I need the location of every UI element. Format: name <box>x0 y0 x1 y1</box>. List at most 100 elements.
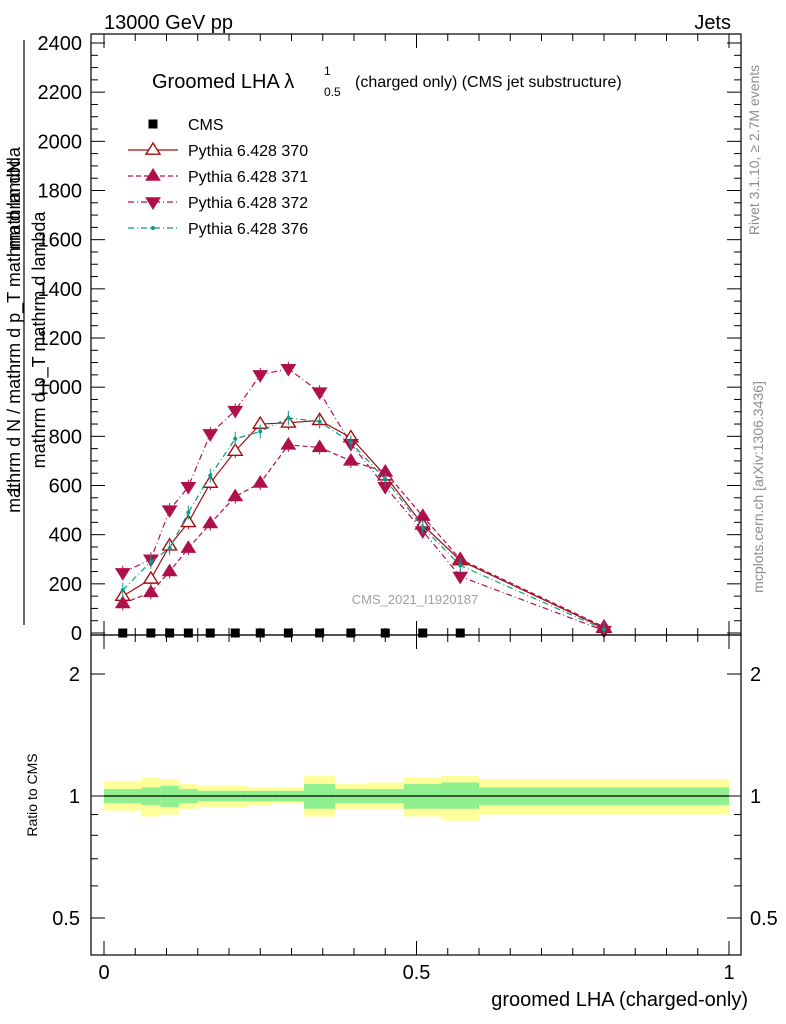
data-point <box>114 568 131 581</box>
data-point <box>280 364 297 377</box>
legend: CMS Pythia 6.428 370 Pythia 6.428 371 Pythi… <box>128 117 308 238</box>
data-point <box>120 587 125 592</box>
mcplots-label: mcplots.cern.ch [arXiv:1306.3436] <box>750 381 766 593</box>
y-label-denominator: mathrm d N / mathrm d p_T mathrm d lambd… <box>4 146 25 513</box>
ratio-y-label: Ratio to CMS <box>24 753 40 836</box>
data-point <box>458 563 463 568</box>
main-y-axis-label: mathrm d N / mathrm d p_T mathrm d lambd… <box>4 40 50 625</box>
data-point <box>280 436 297 450</box>
data-point <box>208 473 213 478</box>
legend-label: CMS <box>188 117 224 134</box>
ratio-uncertainty-bands <box>104 776 729 821</box>
legend-item: Pythia 6.428 376 <box>128 221 308 238</box>
data-point <box>255 628 265 638</box>
main-axis-ticks <box>91 34 741 635</box>
data-point <box>311 439 328 453</box>
series-cms <box>118 628 465 638</box>
data-point <box>252 370 269 383</box>
data-point <box>142 570 160 584</box>
ratio-axis-ticks <box>91 635 741 955</box>
data-point <box>165 628 175 638</box>
legend-marker <box>151 226 155 230</box>
y-tick-label: 1800 <box>38 181 83 203</box>
series-pythia-6-428-372 <box>114 361 612 639</box>
plot-title: Groomed LHA λ 1 0.5 (charged only) (CMS … <box>152 64 622 99</box>
series-line <box>122 417 605 630</box>
data-point <box>167 546 172 551</box>
data-point <box>161 563 178 577</box>
data-point <box>161 505 178 519</box>
y-tick-label: 400 <box>49 525 82 547</box>
y-tick-label: 2400 <box>38 33 83 55</box>
data-point <box>315 628 325 638</box>
y-tick-label: 800 <box>49 426 82 448</box>
x-axis-label: groomed LHA (charged-only) <box>491 989 748 1011</box>
data-point <box>311 387 328 401</box>
data-point <box>230 628 240 638</box>
data-point <box>602 627 606 632</box>
rivet-version-label: Rivet 3.1.10, ≥ 2.7M events <box>746 65 762 235</box>
y-tick-label: 1400 <box>38 279 83 301</box>
data-point <box>180 514 197 528</box>
data-point <box>202 429 219 442</box>
ratio-tick-labels: 0.5 0.5 1 1 2 2 0 0.5 1 <box>52 664 778 984</box>
y-label-numerator-2: mathrm d p_T mathrm d lambda <box>29 211 50 469</box>
data-point <box>455 628 465 638</box>
legend-item: CMS <box>148 117 224 134</box>
data-point <box>348 440 353 445</box>
jets-label: Jets <box>694 12 731 34</box>
ratio-y-tick-label-left: 2 <box>69 664 80 686</box>
data-point <box>114 595 131 609</box>
data-point <box>383 477 388 482</box>
legend-label: Pythia 6.428 372 <box>188 195 308 212</box>
data-point <box>283 628 293 638</box>
analysis-watermark: CMS_2021_I1920187 <box>352 592 479 607</box>
title-main: Groomed LHA λ <box>152 71 294 93</box>
y-tick-label: 200 <box>49 574 82 596</box>
ratio-y-tick-label-left: 0.5 <box>52 908 80 930</box>
data-point <box>227 405 244 419</box>
data-point <box>418 628 428 638</box>
main-y-tick-labels: 0 200 400 600 800 1000 1200 1400 1600 1800 2000 220… <box>38 33 83 645</box>
series-layer <box>114 361 613 639</box>
ratio-y-tick-label-right: 0.5 <box>750 908 778 930</box>
y-tick-label: 2000 <box>38 131 83 153</box>
data-point <box>205 628 215 638</box>
data-point <box>342 452 359 466</box>
data-point <box>452 571 469 585</box>
data-point <box>317 419 322 424</box>
energy-label: 13000 GeV pp <box>104 12 233 34</box>
series-line <box>122 444 605 628</box>
y-tick-label: 1000 <box>38 377 83 399</box>
x-tick-label: 0 <box>98 962 109 984</box>
ratio-y-tick-label-right: 1 <box>750 786 761 808</box>
data-point <box>186 510 191 515</box>
data-point <box>180 540 197 553</box>
ratio-y-tick-label-left: 1 <box>69 786 80 808</box>
legend-label: Pythia 6.428 370 <box>188 143 308 160</box>
legend-item: Pythia 6.428 372 <box>128 195 308 212</box>
data-point <box>183 628 193 638</box>
data-point <box>142 584 159 598</box>
title-superscript: 1 <box>324 64 331 78</box>
data-point <box>146 628 156 638</box>
series-line <box>122 368 605 632</box>
x-tick-label: 1 <box>723 962 734 984</box>
legend-label: Pythia 6.428 371 <box>188 169 308 186</box>
data-point <box>252 475 269 488</box>
title-extra: (charged only) (CMS jet substructure) <box>355 74 622 91</box>
legend-marker <box>148 119 158 129</box>
data-point <box>226 442 244 456</box>
data-point <box>346 628 356 638</box>
y-tick-label: 1600 <box>38 230 83 252</box>
ratio-y-tick-label-right: 2 <box>750 664 761 686</box>
y-tick-label: 2200 <box>38 82 83 104</box>
legend-marker <box>144 141 162 155</box>
y-tick-label: 1200 <box>38 328 83 350</box>
data-point <box>380 628 390 638</box>
data-point <box>258 429 263 434</box>
title-subscript: 0.5 <box>324 85 341 99</box>
data-point <box>286 415 291 420</box>
data-point <box>420 525 425 530</box>
